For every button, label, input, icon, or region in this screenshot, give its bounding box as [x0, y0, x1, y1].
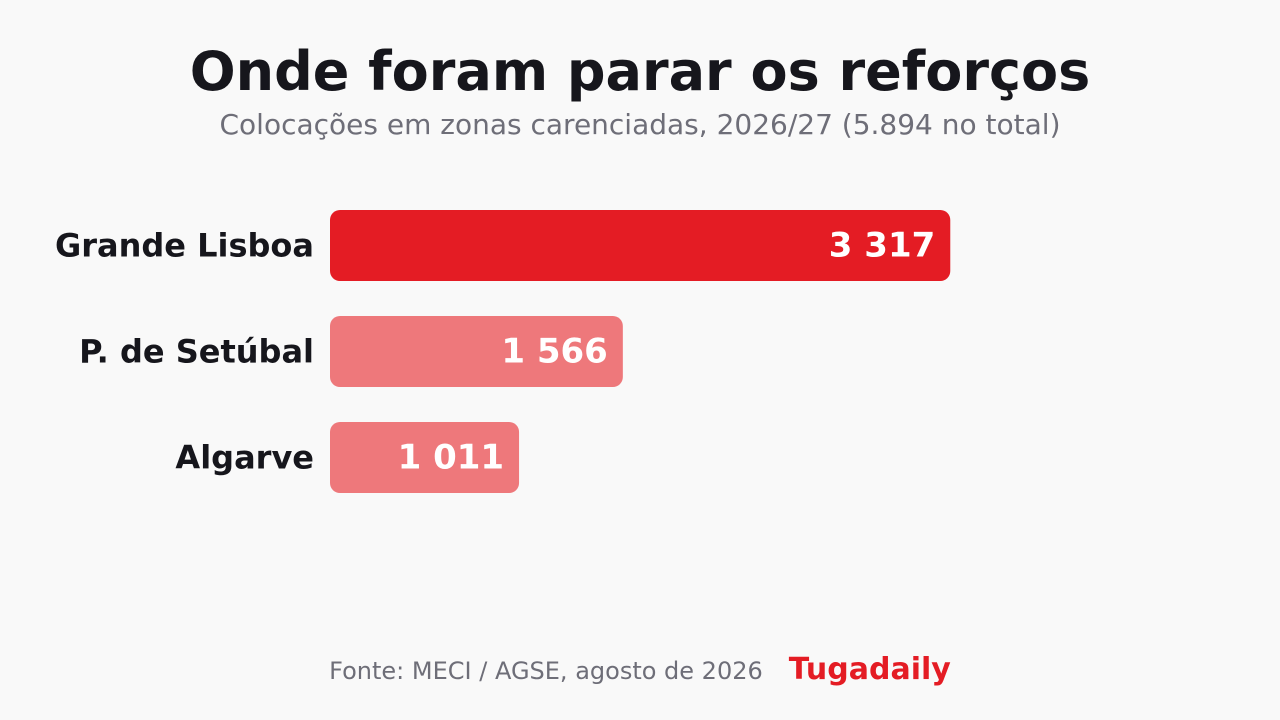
- brand-logo: Tugadaily: [788, 652, 951, 687]
- bars-layer: Grande Lisboa 3 317 P. de Setúbal 1 566 Alga…: [55, 210, 951, 493]
- chart-title: Onde foram parar os reforços: [189, 40, 1091, 103]
- bar: [330, 210, 951, 281]
- footer: Fonte: MECI / AGSE, agosto de 2026 Tugad…: [0, 652, 1280, 696]
- bar-value-label: 3 317: [829, 226, 935, 266]
- bar-value-label: 1 566: [501, 332, 607, 372]
- category-label: P. de Setúbal: [79, 333, 314, 371]
- chart-subtitle: Colocações em zonas carenciadas, 2026/27…: [219, 108, 1061, 141]
- category-label: Algarve: [175, 439, 314, 477]
- bar: [330, 316, 623, 387]
- source-note: Fonte: MECI / AGSE, agosto de 2026: [329, 657, 763, 685]
- category-label: Grande Lisboa: [55, 227, 314, 265]
- bar-value-label: 1 011: [398, 438, 504, 478]
- bar: [330, 422, 520, 493]
